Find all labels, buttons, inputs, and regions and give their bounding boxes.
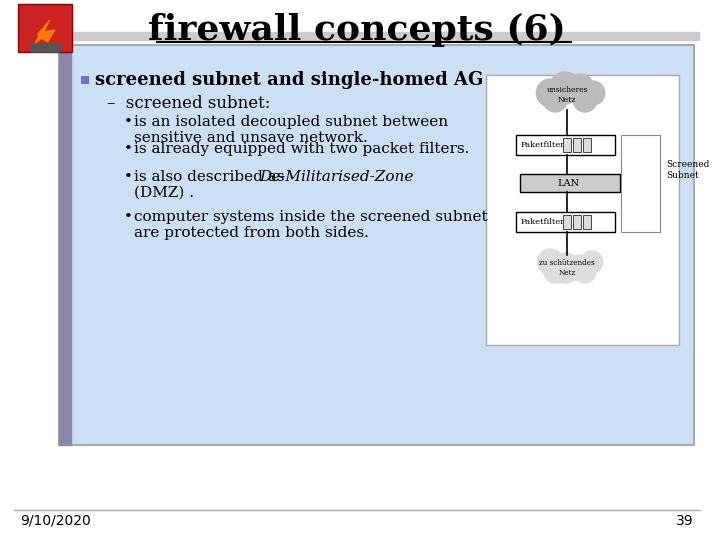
Text: •: •: [124, 170, 132, 184]
Bar: [583, 138, 591, 152]
Text: •: •: [124, 142, 132, 156]
Circle shape: [567, 255, 593, 281]
Polygon shape: [35, 20, 55, 44]
Circle shape: [573, 88, 597, 112]
Text: 9/10/2020: 9/10/2020: [20, 514, 91, 528]
Bar: [563, 215, 571, 229]
Bar: [573, 215, 581, 229]
Bar: [621, 135, 660, 232]
Circle shape: [549, 72, 581, 104]
Circle shape: [581, 81, 605, 105]
FancyBboxPatch shape: [60, 45, 694, 445]
Circle shape: [544, 88, 567, 112]
Bar: [55, 32, 699, 40]
Text: Screened
Subnet: Screened Subnet: [666, 160, 710, 180]
Circle shape: [574, 261, 596, 283]
Bar: [81, 76, 89, 84]
Text: screened subnet and single-homed AG: screened subnet and single-homed AG: [95, 71, 483, 89]
Text: is already equipped with two packet filters.: is already equipped with two packet filt…: [134, 142, 469, 156]
Text: zu schützendes
Netz: zu schützendes Netz: [539, 259, 595, 276]
Bar: [583, 215, 591, 229]
Bar: [521, 174, 620, 192]
Bar: [60, 45, 71, 445]
FancyBboxPatch shape: [486, 75, 679, 345]
Text: firewall concepts (6): firewall concepts (6): [148, 13, 566, 47]
Text: sensitive and unsave network.: sensitive and unsave network.: [134, 131, 368, 145]
Text: computer systems inside the screened subnet: computer systems inside the screened sub…: [134, 210, 487, 224]
Bar: [516, 135, 615, 155]
Bar: [563, 138, 571, 152]
Text: (DMZ) .: (DMZ) .: [134, 186, 194, 200]
Text: •: •: [124, 115, 132, 129]
Text: De-Militarised-Zone: De-Militarised-Zone: [258, 170, 413, 184]
Circle shape: [537, 249, 563, 275]
Circle shape: [550, 253, 580, 283]
Text: –  screened subnet:: – screened subnet:: [107, 96, 271, 112]
Text: are protected from both sides.: are protected from both sides.: [134, 226, 369, 240]
Text: Paketfilter: Paketfilter: [521, 141, 564, 149]
Text: unsicheres
Netz: unsicheres Netz: [546, 86, 588, 104]
Bar: [573, 138, 581, 152]
Text: •: •: [124, 210, 132, 224]
Circle shape: [581, 251, 603, 273]
Text: is an isolated decoupled subnet between: is an isolated decoupled subnet between: [134, 115, 448, 129]
Bar: [18, 4, 73, 52]
Text: LAN: LAN: [557, 179, 579, 187]
Text: 39: 39: [676, 514, 694, 528]
Text: Paketfilter: Paketfilter: [521, 218, 564, 226]
Circle shape: [566, 74, 594, 102]
Polygon shape: [30, 44, 61, 52]
Circle shape: [544, 261, 566, 283]
Text: is also described as: is also described as: [134, 170, 289, 184]
Circle shape: [536, 79, 564, 107]
Bar: [516, 212, 615, 232]
